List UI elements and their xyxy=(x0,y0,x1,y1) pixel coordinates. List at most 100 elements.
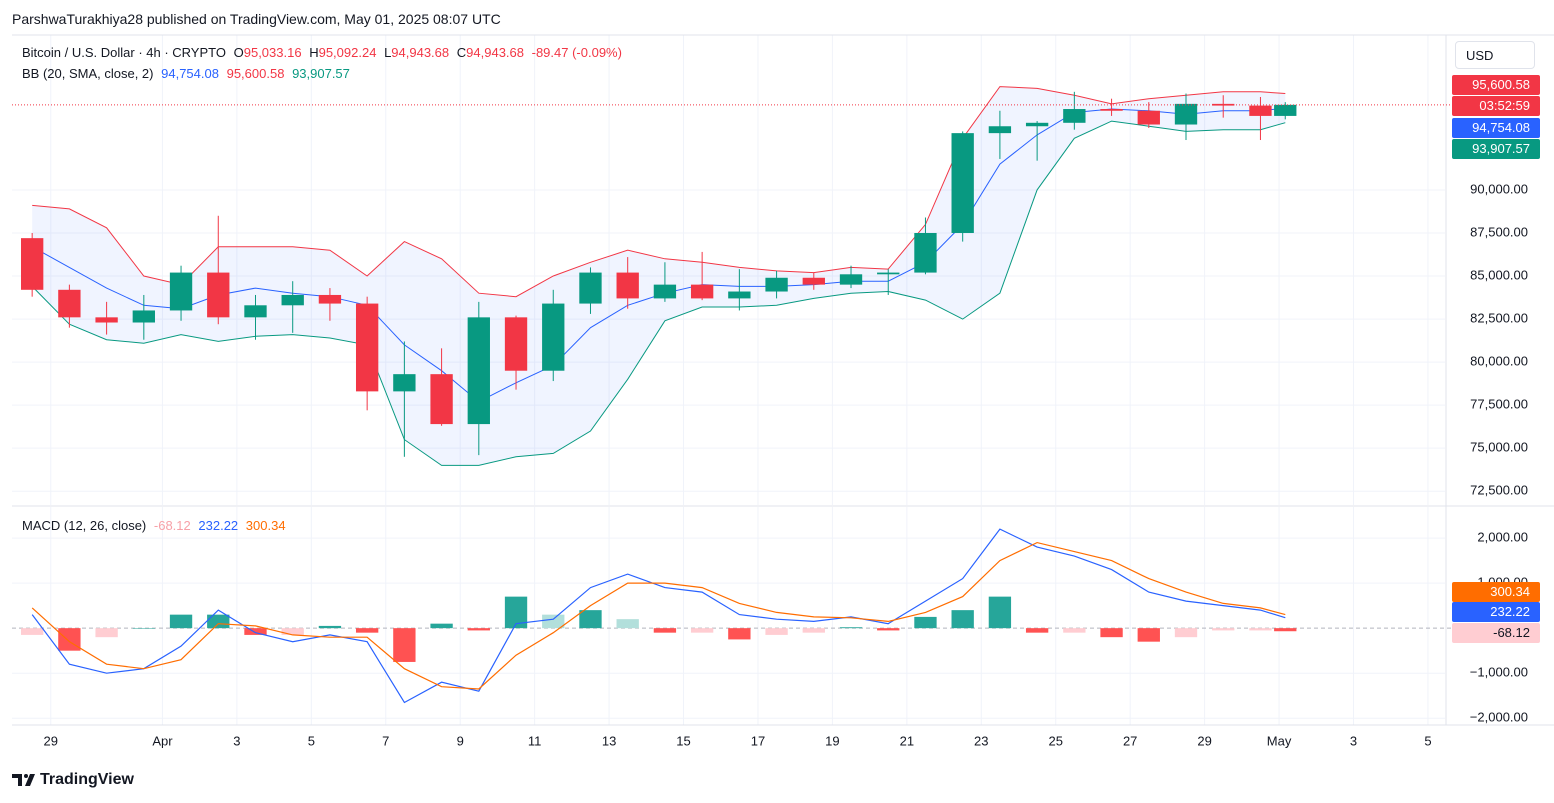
y-tick-label: −2,000.00 xyxy=(1470,710,1528,725)
histogram-bar xyxy=(653,628,677,633)
candle-body xyxy=(1212,103,1235,106)
y-tick-label: 77,500.00 xyxy=(1470,397,1528,412)
histogram-bar xyxy=(765,628,788,635)
candle-body xyxy=(877,272,900,275)
x-tick-label: 3 xyxy=(233,733,240,748)
attribution: ParshwaTurakhiya28 published on TradingV… xyxy=(12,11,501,27)
histogram-bar xyxy=(169,614,193,629)
x-tick-label: 27 xyxy=(1123,733,1137,748)
histogram-badge: -68.12 xyxy=(1452,623,1540,643)
candle-body xyxy=(430,374,453,425)
x-tick-label: 17 xyxy=(751,733,765,748)
ohlc-value: 94,943.68 xyxy=(391,45,450,60)
histogram-bar xyxy=(1025,628,1049,633)
histogram-bar xyxy=(1137,628,1160,642)
candle-body xyxy=(281,294,304,306)
lower-badge: 93,907.57 xyxy=(1452,139,1540,159)
price-legend: Bitcoin / U.S. Dollar · 4h · CRYPTO O95,… xyxy=(22,45,626,60)
candle-body xyxy=(58,289,81,318)
marks xyxy=(12,86,1452,704)
y-tick-label: 2,000.00 xyxy=(1477,530,1528,545)
footer-logo: TradingView xyxy=(40,771,134,788)
candle-body xyxy=(20,238,44,290)
histogram-bar xyxy=(281,628,304,635)
x-tick-label: 15 xyxy=(676,733,690,748)
ohlc-value: 94,943.68 xyxy=(466,45,524,60)
histogram-bar xyxy=(951,610,974,629)
y-tick-label: 90,000.00 xyxy=(1470,181,1528,196)
candle-body xyxy=(1274,104,1297,116)
y-tick-label: −1,000.00 xyxy=(1470,665,1528,680)
candle-body xyxy=(467,317,490,425)
histogram-bar xyxy=(1274,628,1297,632)
histogram-bar xyxy=(207,614,230,629)
logo-icon xyxy=(12,774,35,786)
histogram-bar xyxy=(1249,628,1272,631)
grid xyxy=(12,35,1445,725)
indicator-value: -68.12 xyxy=(153,518,191,533)
ohlc: C94,943.68 xyxy=(457,45,528,60)
band-line xyxy=(32,86,1286,298)
indicator-name: BB (20, SMA, close, 2) xyxy=(22,66,154,81)
macd-badge: 232.22 xyxy=(1452,602,1540,622)
indicator-value: 300.34 xyxy=(245,518,286,533)
candle-body xyxy=(355,303,379,392)
histogram-bar xyxy=(95,628,118,638)
histogram-bar xyxy=(1174,628,1198,638)
candle-body xyxy=(690,284,714,299)
candle-body xyxy=(1025,122,1049,127)
histogram-bar xyxy=(914,616,937,629)
ohlc: H95,092.24 xyxy=(309,45,380,60)
candle-body xyxy=(169,272,193,311)
candle-body xyxy=(244,305,267,318)
histogram-bar xyxy=(1063,628,1086,633)
x-tick-label: 9 xyxy=(457,733,464,748)
candle-body xyxy=(132,310,155,323)
x-tick-label: 13 xyxy=(602,733,616,748)
histogram-bar xyxy=(802,628,825,633)
histogram-bar xyxy=(988,596,1012,629)
candle-body xyxy=(728,291,751,299)
x-tick-label: 29 xyxy=(44,733,58,748)
histogram-bar xyxy=(58,628,81,651)
x-tick-label: 25 xyxy=(1048,733,1062,748)
histogram-bar xyxy=(318,625,342,629)
histogram-bar xyxy=(20,628,44,635)
ohlc-label: C xyxy=(456,45,467,60)
ohlc-label: H xyxy=(309,45,319,60)
histogram-bar xyxy=(1212,628,1235,631)
candle-body xyxy=(579,272,602,304)
candle-body xyxy=(1249,105,1272,116)
candle-body xyxy=(1174,103,1198,125)
candle-body xyxy=(207,272,230,318)
x-tick-label: 3 xyxy=(1350,733,1357,748)
currency-button[interactable]: USD xyxy=(1455,41,1535,69)
band-line xyxy=(31,120,1286,466)
candle-body xyxy=(951,133,974,233)
histogram-bar xyxy=(690,628,714,633)
x-tick-label: 21 xyxy=(900,733,914,748)
x-tick-label: Apr xyxy=(152,733,173,748)
macd-legend: MACD (12, 26, close) -68.12 232.22 300.3… xyxy=(22,518,290,533)
candle-body xyxy=(765,277,788,292)
histogram-bar xyxy=(504,596,528,629)
candle-body xyxy=(839,274,863,285)
upper-badge: 95,600.58 xyxy=(1452,75,1540,95)
y-tick-label: 75,000.00 xyxy=(1470,440,1528,455)
x-tick-label: 7 xyxy=(382,733,389,748)
indicator-name: MACD (12, 26, close) xyxy=(22,518,147,533)
candle-body xyxy=(95,317,118,323)
macd-line xyxy=(31,541,1286,690)
x-tick-label: 23 xyxy=(974,733,988,748)
x-tick-label: 19 xyxy=(825,733,839,748)
y-tick-label: 82,500.00 xyxy=(1470,311,1528,326)
ohlc: L94,943.68 xyxy=(384,45,453,60)
x-tick-label: 29 xyxy=(1197,733,1211,748)
histogram-bar xyxy=(132,628,155,629)
histogram-bar xyxy=(430,623,453,629)
countdown-badge: 03:52:59 xyxy=(1452,96,1540,116)
histogram-bar xyxy=(839,627,863,629)
histogram-bar xyxy=(877,628,900,631)
